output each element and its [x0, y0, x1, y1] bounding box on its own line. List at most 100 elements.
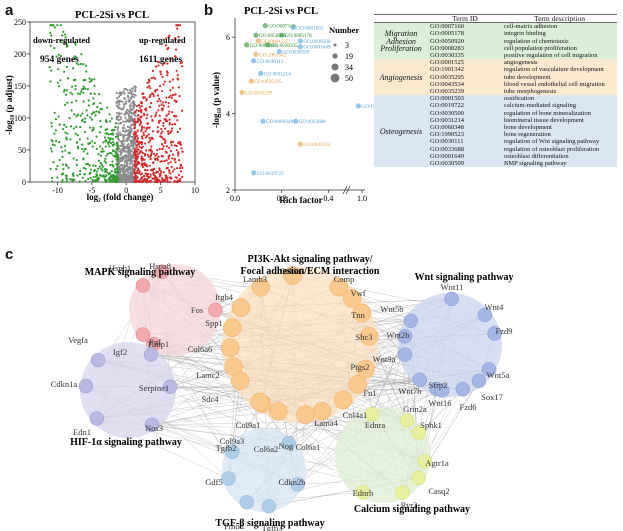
- volcano-point: [164, 127, 167, 130]
- volcano-point: [168, 96, 171, 99]
- gene-label: Wnt5b: [380, 304, 403, 314]
- term-category-line: Osteogenesis: [379, 126, 423, 136]
- volcano-point: [171, 111, 174, 114]
- term-description: BMP signaling pathway: [504, 160, 567, 168]
- volcano-point: [115, 170, 119, 173]
- volcano-point: [57, 85, 61, 88]
- volcano-point: [118, 131, 121, 134]
- volcano-point: [53, 111, 56, 114]
- y-tick-label: 50: [18, 146, 26, 155]
- volcano-point: [155, 157, 159, 160]
- y-tick-label: 150: [14, 82, 26, 91]
- volcano-point: [82, 85, 85, 88]
- volcano-point: [126, 125, 130, 128]
- volcano-point: [109, 179, 112, 182]
- volcano-point: [160, 132, 163, 135]
- volcano-point: [110, 132, 113, 136]
- volcano-point: [72, 172, 75, 175]
- gene-label: Edn1: [73, 427, 91, 437]
- bubble-point-label: GO:1901342: [259, 52, 286, 58]
- volcano-point: [163, 62, 166, 65]
- volcano-point: [138, 170, 141, 173]
- volcano-point: [176, 27, 179, 30]
- volcano-point: [152, 94, 155, 98]
- volcano-point: [122, 120, 125, 123]
- volcano-point: [177, 40, 180, 44]
- volcano-point: [58, 141, 61, 144]
- volcano-point: [91, 140, 94, 143]
- volcano-point: [59, 54, 63, 58]
- volcano-point: [76, 174, 79, 177]
- volcano-point: [84, 64, 88, 67]
- volcano-point: [177, 173, 181, 177]
- term-id: GO:0005178: [430, 30, 464, 38]
- volcano-point: [129, 180, 132, 184]
- volcano-point: [132, 157, 135, 160]
- volcano-point: [128, 162, 131, 166]
- volcano-point: [116, 135, 120, 138]
- volcano-point: [81, 143, 84, 146]
- gene-label: Spp1: [205, 318, 222, 328]
- gene-label: Col9a3: [220, 436, 245, 446]
- volcano-point: [65, 138, 69, 141]
- volcano-point: [180, 109, 184, 112]
- volcano-point: [132, 143, 135, 146]
- volcano-point: [86, 137, 89, 140]
- volcano-point: [177, 24, 180, 27]
- volcano-point: [173, 122, 176, 126]
- volcano-point: [67, 166, 70, 169]
- volcano-point: [159, 73, 163, 76]
- bubble-point: [279, 32, 285, 38]
- volcano-point: [120, 91, 124, 94]
- volcano-point: [149, 157, 152, 160]
- volcano-point: [169, 172, 172, 175]
- gene-label: Vwf: [350, 288, 365, 298]
- volcano-point: [61, 163, 65, 166]
- volcano-point: [126, 168, 129, 171]
- network-edge: [151, 411, 279, 426]
- volcano-point: [149, 154, 152, 158]
- volcano-point: [150, 136, 154, 139]
- volcano-point: [141, 145, 144, 148]
- volcano-point: [127, 135, 130, 138]
- term-row: GO:0050920 regulation of chemotaxis: [374, 37, 617, 45]
- term-id: GO:0043534: [430, 80, 464, 88]
- volcano-point: [164, 150, 167, 153]
- volcano-point: [119, 159, 123, 162]
- gene-node: [135, 327, 151, 342]
- gene-label: Gdf5: [205, 477, 222, 487]
- bubble-point: [244, 42, 250, 48]
- volcano-point: [51, 176, 54, 180]
- volcano-point: [65, 174, 68, 177]
- volcano-point: [53, 47, 56, 50]
- gene-label: Hspa8: [149, 261, 171, 271]
- gene-node: [356, 485, 371, 500]
- bubble-point-label: GO:0033688: [299, 119, 326, 125]
- volcano-point: [129, 139, 132, 142]
- bubble-xlabel: Rich factor: [279, 195, 322, 205]
- volcano-point: [158, 173, 161, 176]
- volcano-point: [173, 144, 177, 147]
- volcano-point: [126, 89, 129, 92]
- volcano-point: [83, 173, 86, 176]
- volcano-point: [125, 129, 128, 132]
- volcano-point: [104, 161, 108, 164]
- volcano-point: [136, 155, 140, 158]
- network-edge: [153, 344, 364, 493]
- volcano-point: [147, 141, 150, 144]
- term-row: GO:0060348 bone development: [374, 124, 617, 132]
- volcano-point: [140, 109, 143, 112]
- gene-node: [471, 373, 487, 389]
- volcano-points: [48, 24, 184, 184]
- volcano-point: [151, 69, 155, 72]
- gene-label: Lamc2: [196, 370, 220, 380]
- volcano-point: [124, 134, 127, 137]
- volcano-point: [177, 154, 180, 157]
- volcano-point: [64, 163, 68, 166]
- volcano-point: [131, 178, 134, 181]
- volcano-point: [171, 78, 175, 81]
- volcano-point: [169, 57, 172, 60]
- volcano-point: [63, 144, 67, 148]
- term-description: osteoblast differentiation: [504, 152, 569, 160]
- volcano-point: [55, 167, 58, 171]
